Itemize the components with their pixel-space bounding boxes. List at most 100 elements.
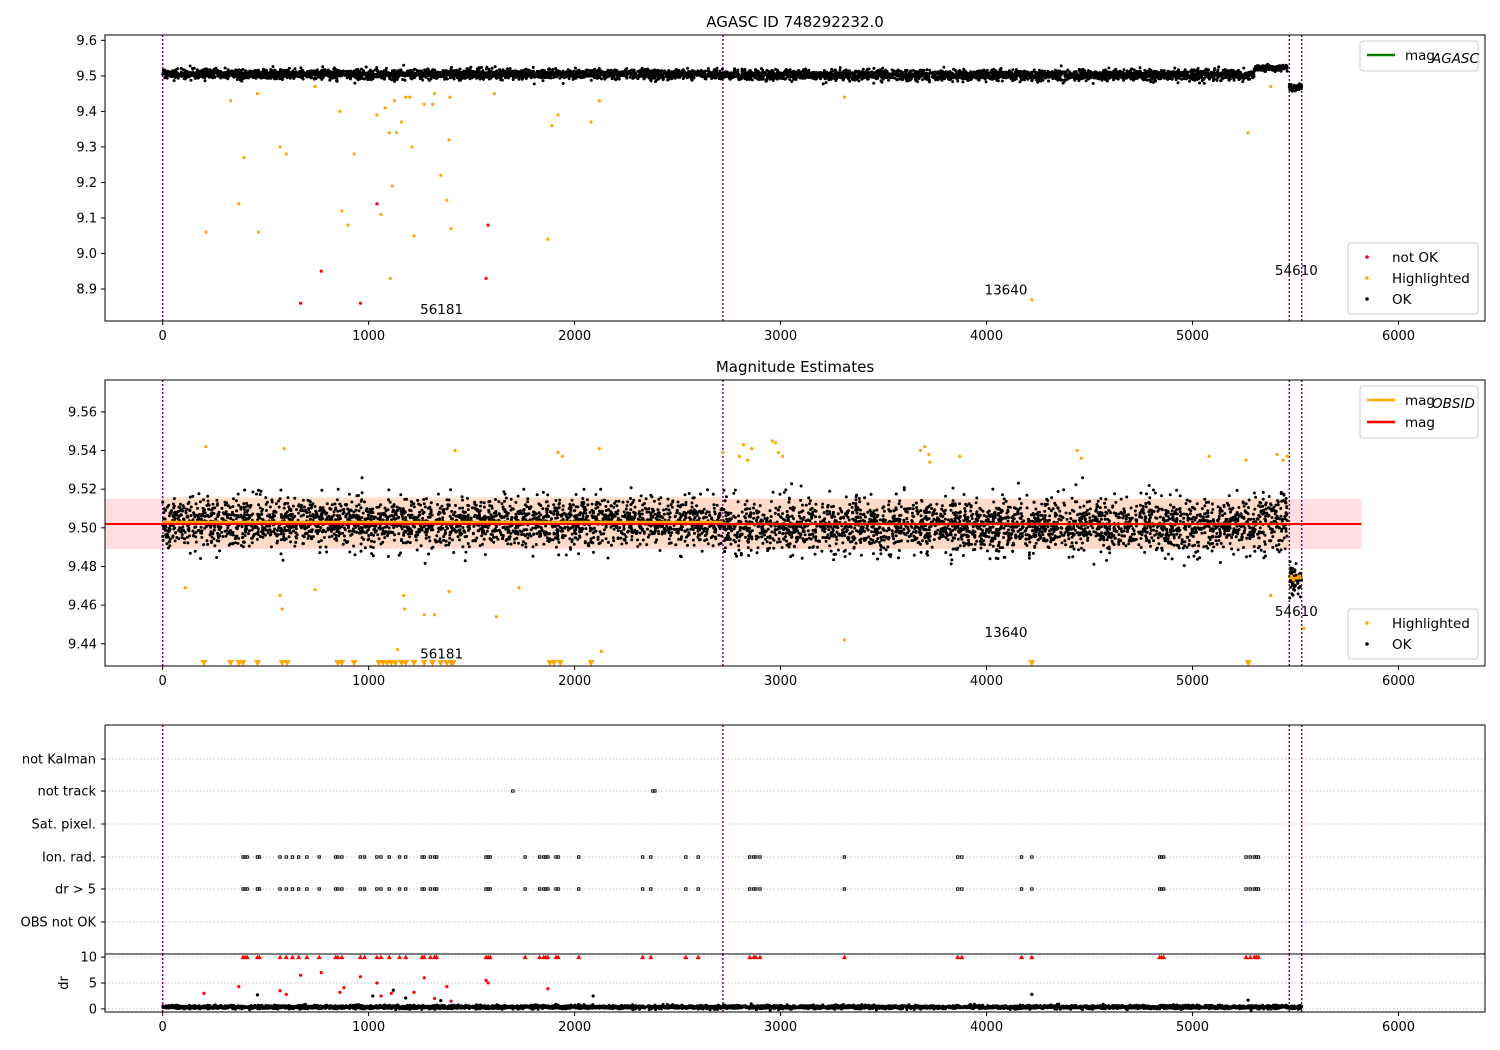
agasc-ok-point bbox=[191, 74, 195, 77]
agasc-ok-point bbox=[879, 79, 883, 83]
agasc-ok-point bbox=[413, 76, 417, 79]
agasc-ok-point bbox=[518, 74, 522, 78]
agasc-ok-point bbox=[390, 72, 394, 76]
agasc-ok-point bbox=[299, 73, 303, 77]
agasc-ok-point bbox=[341, 69, 345, 73]
agasc-ok-point bbox=[1040, 74, 1044, 78]
agasc-ok-point bbox=[266, 76, 270, 80]
agasc-ok-point bbox=[673, 76, 677, 80]
agasc-ok-point bbox=[522, 74, 526, 78]
agasc-ok-point bbox=[288, 66, 291, 70]
agasc-ok-point bbox=[308, 69, 312, 73]
agasc-ok-point bbox=[170, 74, 174, 78]
agasc-ok-point bbox=[289, 74, 293, 78]
agasc-ok-point bbox=[182, 77, 186, 81]
agasc-ok-point bbox=[412, 73, 415, 77]
agasc-ok-point bbox=[573, 66, 577, 70]
agasc-ok-point bbox=[987, 72, 991, 76]
agasc-ok-point bbox=[830, 76, 834, 80]
agasc-ok-point bbox=[670, 73, 674, 77]
agasc-ok-point bbox=[680, 69, 684, 73]
agasc-ok-point bbox=[449, 73, 453, 77]
agasc-ok-point bbox=[681, 77, 685, 81]
agasc-ok-point bbox=[485, 75, 489, 79]
agasc-ok-point bbox=[334, 71, 338, 75]
agasc-ok-point bbox=[689, 72, 693, 76]
agasc-ok-point bbox=[321, 69, 325, 73]
agasc-ok-point bbox=[202, 73, 206, 77]
agasc-ok-point bbox=[353, 72, 357, 75]
agasc-ok-point bbox=[259, 71, 263, 75]
agasc-ok-point bbox=[539, 71, 543, 75]
agasc-ok-point bbox=[1024, 75, 1028, 79]
agasc-ok-point bbox=[235, 73, 239, 77]
agasc-ok-point bbox=[704, 69, 707, 73]
agasc-ok-point bbox=[191, 67, 194, 70]
agasc-ok-point bbox=[667, 77, 670, 81]
agasc-ok-point bbox=[489, 76, 493, 80]
agasc-ok-point bbox=[1221, 76, 1225, 80]
agasc-ok-point bbox=[255, 74, 259, 78]
agasc-ok-point bbox=[1207, 68, 1210, 72]
agasc-ok-point bbox=[470, 74, 474, 78]
agasc-ok-point bbox=[269, 76, 273, 80]
agasc-ok-point bbox=[508, 67, 512, 71]
agasc-ok-point bbox=[273, 77, 277, 81]
agasc-ok-point bbox=[921, 78, 924, 82]
agasc-ok-point bbox=[293, 67, 297, 71]
agasc-ok-point bbox=[942, 65, 946, 69]
agasc-ok-point bbox=[451, 69, 455, 73]
agasc-ok-point bbox=[1051, 70, 1055, 74]
agasc-ok-point bbox=[424, 75, 428, 79]
agasc-ok-point bbox=[701, 71, 705, 75]
agasc-ok-point bbox=[710, 76, 714, 80]
agasc-ok-point bbox=[457, 78, 461, 82]
agasc-ok-point bbox=[774, 67, 778, 71]
agasc-ok-point bbox=[714, 76, 718, 80]
agasc-ok-point bbox=[641, 70, 645, 74]
agasc-ok-point bbox=[1159, 69, 1163, 72]
agasc-ok-point bbox=[313, 71, 317, 75]
agasc-ok-point bbox=[566, 70, 570, 74]
agasc-ok-point bbox=[528, 69, 532, 73]
agasc-ok-point bbox=[788, 78, 792, 81]
agasc-ok-point bbox=[1216, 68, 1220, 72]
agasc-ok-point bbox=[531, 65, 535, 69]
agasc-ok-point bbox=[1132, 68, 1136, 72]
agasc-ok-point bbox=[216, 69, 220, 72]
agasc-ok-point bbox=[1242, 66, 1246, 70]
agasc-ok-point bbox=[853, 69, 857, 73]
agasc-ok-point bbox=[900, 74, 904, 77]
agasc-ok-point bbox=[427, 77, 431, 81]
agasc-ok-point bbox=[438, 75, 442, 79]
agasc-ok-point bbox=[223, 66, 227, 70]
agasc-ok-point bbox=[226, 68, 230, 72]
agasc-ok-point bbox=[435, 76, 439, 80]
agasc-ok-point bbox=[686, 66, 689, 70]
agasc-ok-point bbox=[631, 76, 635, 80]
agasc-ok-point bbox=[966, 73, 970, 76]
agasc-ok-point bbox=[961, 80, 965, 84]
agasc-ok-point bbox=[218, 72, 222, 76]
agasc-ok-point bbox=[872, 66, 876, 70]
agasc-ok-point bbox=[172, 79, 176, 83]
agasc-ok-point bbox=[406, 70, 409, 74]
agasc-ok-point bbox=[328, 73, 332, 77]
agasc-ok-point bbox=[554, 67, 558, 70]
agasc-ok-point bbox=[399, 68, 402, 72]
agasc-ok-point bbox=[1215, 78, 1219, 82]
agasc-ok-point bbox=[628, 75, 632, 79]
agasc-ok-point bbox=[717, 77, 721, 81]
agasc-ok-point bbox=[173, 76, 177, 80]
agasc-ok-point bbox=[498, 70, 502, 73]
agasc-ok-point bbox=[1200, 79, 1204, 83]
agasc-ok-point bbox=[395, 77, 399, 80]
agasc-ok-point bbox=[345, 69, 349, 73]
agasc-ok-point bbox=[331, 73, 335, 76]
agasc-ok-point bbox=[658, 73, 662, 77]
agasc-ok-point bbox=[585, 68, 589, 72]
agasc-ok-point bbox=[179, 67, 183, 70]
agasc-ok-point bbox=[372, 74, 376, 78]
